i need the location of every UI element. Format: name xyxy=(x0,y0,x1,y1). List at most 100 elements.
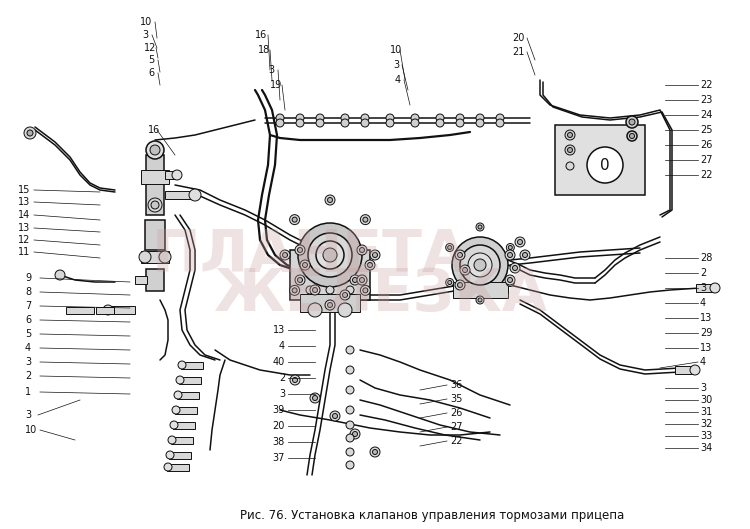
Text: 26: 26 xyxy=(700,140,712,150)
Circle shape xyxy=(474,259,486,271)
Circle shape xyxy=(357,275,367,285)
Circle shape xyxy=(150,145,160,155)
Circle shape xyxy=(346,346,354,354)
Circle shape xyxy=(359,278,364,282)
Text: 27: 27 xyxy=(700,155,712,165)
Text: 31: 31 xyxy=(700,407,712,417)
Circle shape xyxy=(313,287,317,293)
Circle shape xyxy=(506,278,515,287)
Circle shape xyxy=(446,278,454,287)
Circle shape xyxy=(456,119,464,127)
Text: 4: 4 xyxy=(395,75,401,85)
Bar xyxy=(181,361,203,369)
Circle shape xyxy=(310,393,320,403)
Circle shape xyxy=(346,286,354,294)
Circle shape xyxy=(296,114,304,122)
Circle shape xyxy=(151,201,159,209)
Circle shape xyxy=(455,250,465,260)
Text: 6: 6 xyxy=(148,68,154,78)
Circle shape xyxy=(159,251,171,263)
Circle shape xyxy=(626,116,638,128)
Text: 0: 0 xyxy=(600,158,610,172)
Bar xyxy=(675,366,695,374)
Circle shape xyxy=(627,131,637,141)
Text: 39: 39 xyxy=(273,405,285,415)
Text: 18: 18 xyxy=(258,45,270,55)
Bar xyxy=(452,282,508,298)
Circle shape xyxy=(338,303,352,317)
Bar xyxy=(696,284,716,292)
Circle shape xyxy=(365,260,375,270)
Text: 28: 28 xyxy=(700,253,712,263)
Text: 13: 13 xyxy=(700,343,712,353)
Bar xyxy=(179,377,201,384)
Text: 7: 7 xyxy=(25,301,32,311)
Circle shape xyxy=(276,114,284,122)
Text: 3: 3 xyxy=(279,389,285,399)
Circle shape xyxy=(298,223,362,287)
Text: 19: 19 xyxy=(270,80,282,90)
Circle shape xyxy=(164,463,172,471)
Text: 3: 3 xyxy=(268,65,274,75)
Circle shape xyxy=(24,127,36,139)
Circle shape xyxy=(306,286,314,294)
Bar xyxy=(555,125,645,195)
Circle shape xyxy=(478,225,482,229)
Circle shape xyxy=(518,240,523,244)
Circle shape xyxy=(629,119,635,125)
Circle shape xyxy=(310,285,320,295)
Circle shape xyxy=(468,253,492,277)
Text: 22: 22 xyxy=(700,170,712,180)
Circle shape xyxy=(148,198,162,212)
Circle shape xyxy=(292,217,297,222)
Text: 4: 4 xyxy=(25,343,31,353)
Circle shape xyxy=(386,114,394,122)
Text: 29: 29 xyxy=(700,328,712,338)
Text: 2: 2 xyxy=(700,268,706,278)
Circle shape xyxy=(166,451,174,459)
Text: 16: 16 xyxy=(255,30,267,40)
Circle shape xyxy=(373,252,377,258)
Text: ПЛАНЕТА: ПЛАНЕТА xyxy=(152,226,468,284)
Circle shape xyxy=(436,119,444,127)
Circle shape xyxy=(566,162,574,170)
Text: 30: 30 xyxy=(700,395,712,405)
Text: 3: 3 xyxy=(25,357,31,367)
Text: 8: 8 xyxy=(25,287,31,297)
Circle shape xyxy=(523,252,527,258)
Text: 3: 3 xyxy=(142,30,148,40)
Circle shape xyxy=(508,278,512,282)
Circle shape xyxy=(568,132,572,138)
Circle shape xyxy=(505,250,515,260)
Circle shape xyxy=(332,414,338,418)
Circle shape xyxy=(368,262,373,268)
Circle shape xyxy=(565,145,575,155)
Circle shape xyxy=(361,119,369,127)
Circle shape xyxy=(587,147,623,183)
Circle shape xyxy=(276,119,284,127)
Circle shape xyxy=(295,245,305,255)
Circle shape xyxy=(478,298,482,302)
Circle shape xyxy=(448,280,452,285)
Circle shape xyxy=(360,285,370,295)
Circle shape xyxy=(496,114,504,122)
Circle shape xyxy=(411,114,419,122)
Text: 35: 35 xyxy=(450,394,462,404)
Text: 13: 13 xyxy=(18,197,30,207)
Text: 13: 13 xyxy=(700,313,712,323)
Circle shape xyxy=(515,237,525,247)
Circle shape xyxy=(360,215,370,225)
Bar xyxy=(135,276,147,284)
Bar xyxy=(290,250,370,300)
Text: 6: 6 xyxy=(25,315,31,325)
Circle shape xyxy=(350,429,360,439)
Bar xyxy=(66,306,94,314)
Circle shape xyxy=(568,148,572,152)
Text: 36: 36 xyxy=(450,380,462,390)
Circle shape xyxy=(316,114,324,122)
Circle shape xyxy=(386,119,394,127)
Circle shape xyxy=(189,189,201,201)
Text: 27: 27 xyxy=(450,422,463,432)
Circle shape xyxy=(448,245,452,250)
Circle shape xyxy=(510,263,520,273)
